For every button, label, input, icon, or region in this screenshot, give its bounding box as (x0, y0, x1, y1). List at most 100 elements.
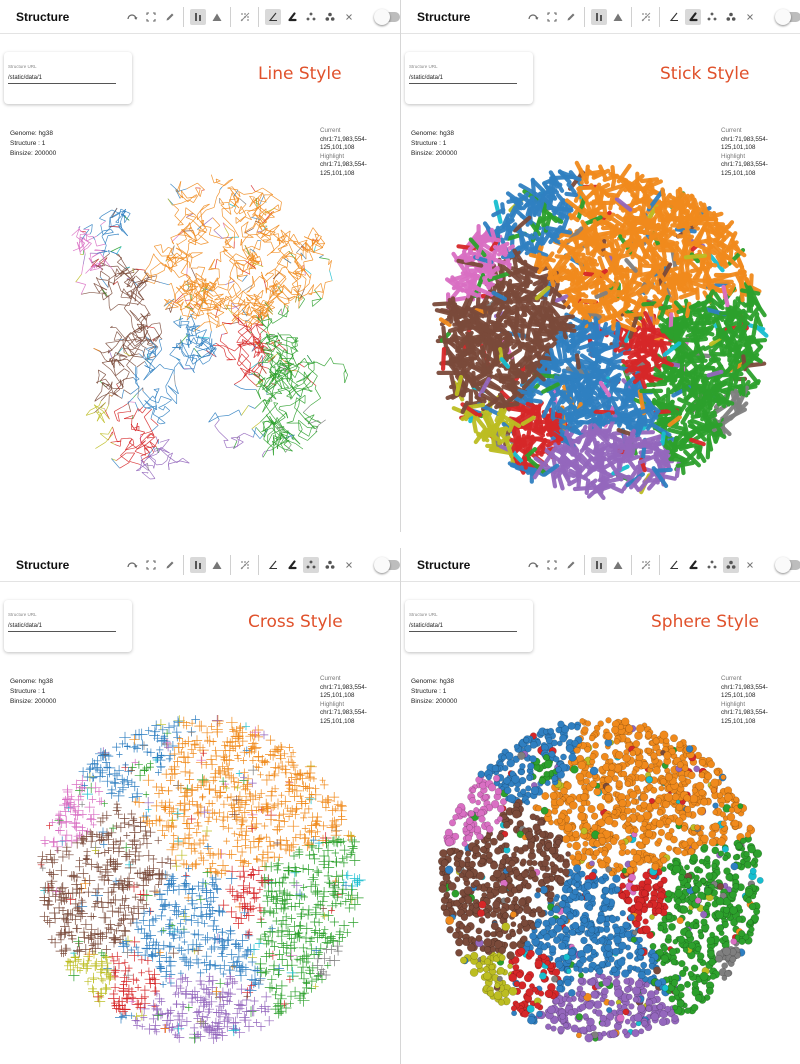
region-info: Current chr1:71,983,554-125,101,108 High… (320, 127, 400, 179)
structure-3d-view[interactable] (421, 156, 781, 516)
toggle-switch[interactable] (374, 8, 400, 25)
rotate-icon[interactable] (124, 9, 140, 25)
fit-view-icon[interactable] (544, 9, 560, 25)
highlight-label: Highlight (721, 700, 746, 708)
fit-view-icon[interactable] (143, 557, 159, 573)
toolbar-icons (523, 0, 800, 33)
structure-canvas[interactable] (421, 704, 781, 1064)
sphere-style-icon[interactable] (722, 556, 739, 573)
structure-text: Structure : 1 (10, 140, 46, 147)
rotate-icon[interactable] (124, 557, 140, 573)
toolbar: Structure (0, 548, 400, 582)
structure-info: Genome: hg38 Structure : 1 Binsize: 2000… (411, 129, 457, 159)
structure-url-card: Structure URL /static/data/1 (405, 600, 533, 652)
panel-title: Structure (16, 557, 70, 572)
pattern-icon[interactable] (638, 557, 654, 573)
toggle-switch[interactable] (775, 556, 800, 573)
close-icon[interactable] (742, 9, 758, 25)
toolbar-icons (122, 548, 400, 581)
mountain-mode-icon[interactable] (209, 9, 225, 25)
current-region: chr1:71,983,554-125,101,108 (320, 135, 367, 152)
toggle-knob[interactable] (374, 8, 390, 25)
structure-text: Structure : 1 (411, 140, 447, 147)
structure-3d-view[interactable] (20, 704, 380, 1064)
close-icon[interactable] (341, 557, 357, 573)
structure-text: Structure : 1 (411, 688, 447, 695)
toolbar: Structure (0, 0, 400, 34)
structure-canvas[interactable] (421, 156, 781, 516)
pencil-icon[interactable] (563, 557, 579, 573)
pencil-icon[interactable] (162, 9, 178, 25)
line-style-icon[interactable] (265, 557, 281, 573)
mountain-mode-icon[interactable] (209, 557, 225, 573)
structure-url-input[interactable]: /static/data/1 (8, 623, 116, 632)
toolbar: Structure (401, 548, 800, 582)
toggle-knob[interactable] (374, 556, 390, 573)
structure-url-input[interactable]: /static/data/1 (409, 623, 517, 632)
current-region: chr1:71,983,554-125,101,108 (721, 135, 768, 152)
panel-title: Structure (16, 9, 70, 24)
line-style-icon[interactable] (264, 8, 281, 25)
toolbar-separator (659, 6, 660, 27)
cross-style-icon[interactable] (302, 556, 319, 573)
genome-text: Genome: hg38 (411, 678, 455, 685)
mountain-mode-icon[interactable] (610, 9, 626, 25)
fit-view-icon[interactable] (143, 9, 159, 25)
structure-panel-line: Structure (0, 0, 400, 532)
stick-style-icon[interactable] (284, 9, 300, 25)
stick-style-icon[interactable] (684, 8, 701, 25)
toggle-knob[interactable] (775, 8, 791, 25)
structure-canvas[interactable] (20, 156, 380, 516)
sphere-style-icon[interactable] (322, 557, 338, 573)
structure-panel-stick: Structure (400, 0, 800, 532)
structure-canvas[interactable] (20, 704, 380, 1064)
structure-3d-view[interactable] (20, 156, 380, 516)
pencil-icon[interactable] (162, 557, 178, 573)
structure-url-input[interactable]: /static/data/1 (8, 75, 116, 84)
close-icon[interactable] (742, 557, 758, 573)
rotate-icon[interactable] (525, 557, 541, 573)
toolbar-icons (122, 0, 400, 33)
pattern-icon[interactable] (638, 9, 654, 25)
structure-info: Genome: hg38 Structure : 1 Binsize: 2000… (411, 677, 457, 707)
bar-mode-icon[interactable] (590, 8, 607, 25)
bar-mode-icon[interactable] (189, 8, 206, 25)
toolbar-separator (584, 6, 585, 27)
highlight-region: chr1:71,983,554-125,101,108 (721, 709, 768, 725)
line-style-icon[interactable] (666, 9, 682, 25)
fit-view-icon[interactable] (544, 557, 560, 573)
sphere-style-icon[interactable] (322, 9, 338, 25)
bar-mode-icon[interactable] (590, 556, 607, 573)
stick-style-icon[interactable] (284, 557, 300, 573)
toggle-switch[interactable] (775, 8, 800, 25)
cross-style-icon[interactable] (704, 557, 720, 573)
structure-url-label: Structure URL (409, 64, 438, 69)
current-label: Current (320, 127, 341, 134)
structure-url-label: Structure URL (8, 64, 37, 69)
stick-style-icon[interactable] (685, 557, 701, 573)
pencil-icon[interactable] (563, 9, 579, 25)
sphere-style-icon[interactable] (723, 9, 739, 25)
cross-style-icon[interactable] (303, 9, 319, 25)
current-region: chr1:71,983,554-125,101,108 (721, 683, 768, 700)
structure-info: Genome: hg38 Structure : 1 Binsize: 2000… (10, 677, 56, 707)
toolbar-separator (258, 554, 259, 575)
pattern-icon[interactable] (237, 9, 253, 25)
highlight-label: Highlight (721, 152, 746, 160)
structure-3d-view[interactable] (421, 704, 781, 1064)
structure-panel-sphere: Structure (400, 548, 800, 1064)
toolbar-separator (584, 554, 585, 575)
cross-style-icon[interactable] (704, 9, 720, 25)
toggle-knob[interactable] (775, 556, 791, 573)
line-style-icon[interactable] (666, 557, 682, 573)
mountain-mode-icon[interactable] (610, 557, 626, 573)
toggle-switch[interactable] (374, 556, 400, 573)
structure-url-input[interactable]: /static/data/1 (409, 75, 517, 84)
rotate-icon[interactable] (525, 9, 541, 25)
current-label: Current (721, 127, 742, 134)
toolbar-separator (183, 6, 184, 27)
pattern-icon[interactable] (237, 557, 253, 573)
close-icon[interactable] (341, 9, 357, 25)
bar-mode-icon[interactable] (189, 556, 206, 573)
binsize-text: Binsize: 200000 (411, 150, 458, 157)
